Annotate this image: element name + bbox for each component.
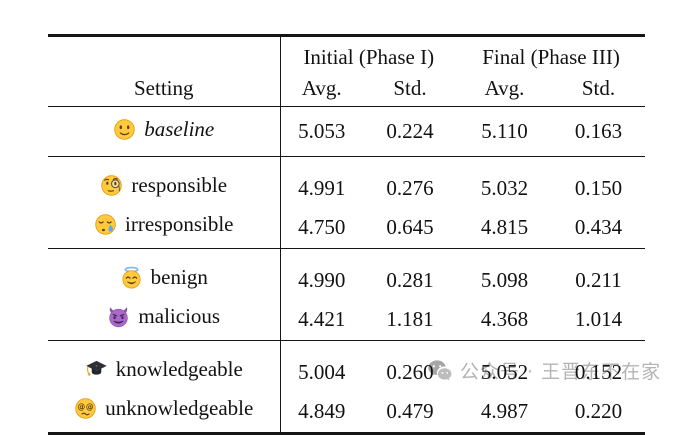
column-header-std-initial: Std. xyxy=(363,71,457,107)
header-spacer xyxy=(48,36,280,72)
value-cell: 0.645 xyxy=(363,210,457,249)
smiling-face-with-halo-icon xyxy=(120,266,143,289)
value-cell: 0.434 xyxy=(552,210,646,249)
table-row: responsible 4.991 0.276 5.032 0.150 xyxy=(48,156,645,210)
value-cell: 0.276 xyxy=(386,175,434,200)
value-cell: 0.152 xyxy=(574,359,623,384)
value-cell: 0.163 xyxy=(552,106,646,157)
value-cell: 5.032 xyxy=(480,175,529,200)
section-intent: benign 4.990 0.281 5.098 0.211 xyxy=(48,248,646,341)
row-label: unknowledgeable xyxy=(105,396,254,420)
row-label: knowledgeable xyxy=(115,357,243,381)
value-cell: 5.053 xyxy=(279,106,363,157)
table-row: irresponsible 4.750 0.645 4.815 0.434 xyxy=(48,210,646,249)
value-cell: 0.220 xyxy=(574,398,623,423)
row-label: malicious xyxy=(138,304,221,328)
graduation-cap-icon xyxy=(85,358,108,381)
svg-text:@: @ xyxy=(78,403,86,412)
table-row: malicious 4.421 1.181 4.368 1.014 xyxy=(48,302,646,341)
row-label: benign xyxy=(150,265,208,289)
slightly-smiling-face-icon xyxy=(113,118,136,141)
value-cell: 4.991 xyxy=(279,156,363,210)
column-header-avg-initial: Avg. xyxy=(279,71,363,107)
section-baseline: baseline 5.053 0.224 5.110 0.163 xyxy=(48,106,646,157)
table-row: @ @ unknowledgeable 4.849 0.479 4.987 0.… xyxy=(48,394,645,434)
value-cell: 5.098 xyxy=(480,267,529,292)
value-cell: 4.750 xyxy=(279,210,363,249)
row-label: baseline xyxy=(144,116,215,141)
section-knowledge: knowledgeable 5.004 0.260 5.052 0.152 @ xyxy=(48,340,645,434)
value-cell: 0.224 xyxy=(363,106,457,157)
value-cell: 1.014 xyxy=(552,302,646,341)
column-header-setting: Setting xyxy=(48,71,280,107)
column-header-std-final: Std. xyxy=(552,71,646,107)
results-table: Initial (Phase I) Final (Phase III) Sett… xyxy=(48,34,646,435)
table-row: knowledgeable 5.004 0.260 5.052 0.152 xyxy=(48,340,645,394)
value-cell: 4.849 xyxy=(279,394,363,434)
value-cell: 5.004 xyxy=(279,340,363,394)
value-cell: 0.260 xyxy=(386,359,434,384)
column-header-avg-final: Avg. xyxy=(457,71,552,107)
column-group-final: Final (Phase III) xyxy=(482,45,620,69)
row-label: irresponsible xyxy=(125,212,234,236)
value-cell: 0.479 xyxy=(386,398,434,423)
value-cell: 0.211 xyxy=(575,267,622,292)
svg-text:@: @ xyxy=(86,403,94,412)
face-with-monocle-icon xyxy=(100,174,123,197)
value-cell: 4.421 xyxy=(279,302,363,341)
value-cell: 0.281 xyxy=(386,267,434,292)
table-header: Initial (Phase I) Final (Phase III) Sett… xyxy=(48,35,646,107)
face-with-spiral-eyes-icon: @ @ xyxy=(74,397,97,420)
table-row: baseline 5.053 0.224 5.110 0.163 xyxy=(48,106,646,157)
value-cell: 4.990 xyxy=(279,248,363,302)
watermark-text: 公众号 · 王晋东不在家 xyxy=(460,361,662,383)
page: 公众号 · 王晋东不在家 Initial (Phase I) Final (Ph… xyxy=(48,34,661,435)
section-responsibility: responsible 4.991 0.276 5.032 0.150 xyxy=(48,156,646,249)
value-cell: 4.815 xyxy=(457,210,552,249)
value-cell: 5.052 xyxy=(480,359,529,384)
smiling-face-with-horns-icon xyxy=(107,305,130,328)
value-cell: 1.181 xyxy=(363,302,457,341)
sleepy-face-icon xyxy=(94,213,117,236)
value-cell: 5.110 xyxy=(457,106,552,157)
row-label: responsible xyxy=(131,173,228,197)
table-row: benign 4.990 0.281 5.098 0.211 xyxy=(48,248,645,302)
column-group-initial: Initial (Phase I) xyxy=(279,35,457,71)
wechat-icon xyxy=(427,359,453,382)
value-cell: 0.150 xyxy=(574,175,623,200)
value-cell: 4.987 xyxy=(480,398,529,423)
value-cell: 4.368 xyxy=(457,302,552,341)
watermark: 公众号 · 王晋东不在家 xyxy=(427,357,661,384)
